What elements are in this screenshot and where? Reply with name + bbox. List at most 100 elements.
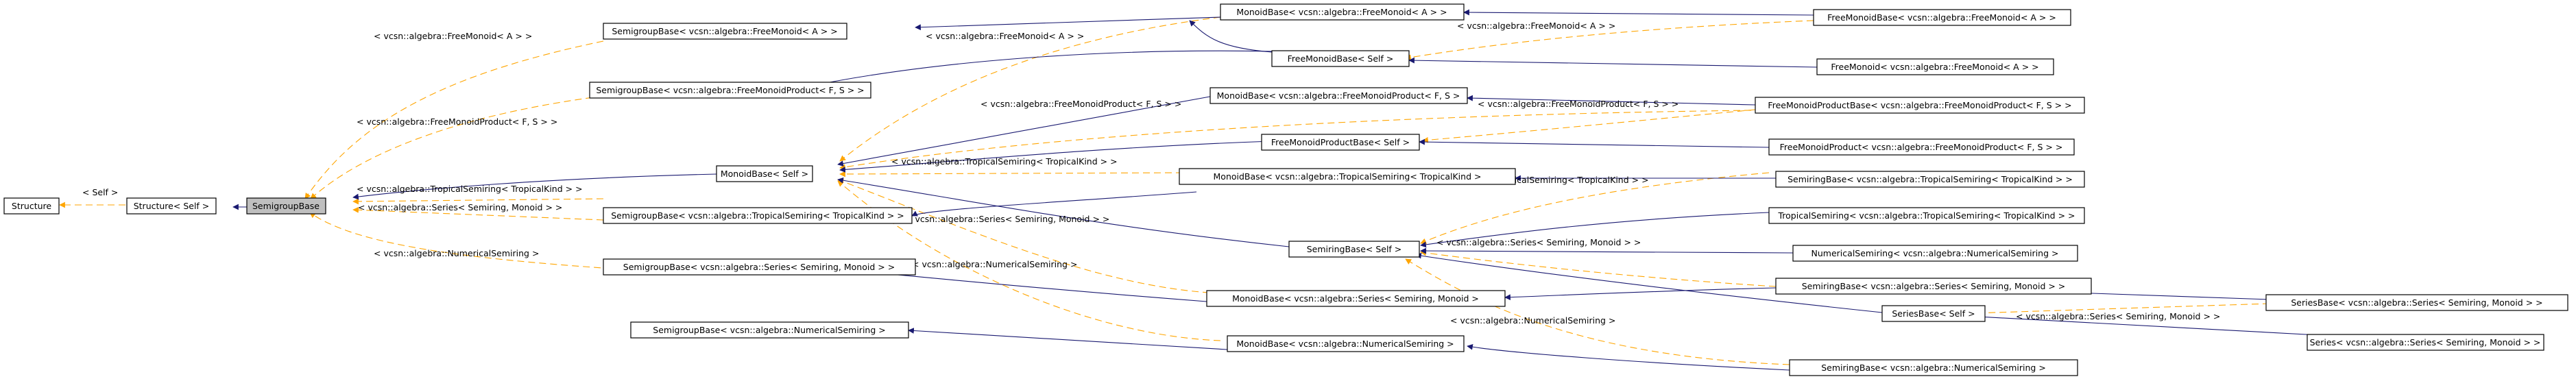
edge-label-freemonoidproduct-2: < vcsn::algebra::FreeMonoidProduct< F, S…: [980, 99, 1181, 109]
svg-text:MonoidBase< vcsn::algebra::Num: MonoidBase< vcsn::algebra::NumericalSemi…: [1236, 339, 1454, 349]
edge-mb-tropical-to-sgb-tropical: [911, 191, 1197, 217]
node-mb-freemonoid[interactable]: MonoidBase< vcsn::algebra::FreeMonoid< A…: [1220, 3, 1465, 21]
edge-labels: < Self > < vcsn::algebra::FreeMonoid< A …: [82, 21, 2220, 326]
edges: [59, 9, 2332, 371]
node-srb-tropical[interactable]: SemiringBase< vcsn::algebra::TropicalSem…: [1775, 171, 2085, 188]
edge-mb-numerical-to-monoidbase: [837, 180, 1221, 341]
edge-sgb-numerical-to-semigroupbase: [309, 212, 645, 271]
node-series[interactable]: Series< vcsn::algebra::Series< Semiring,…: [2307, 334, 2544, 351]
node-monoidbase-self[interactable]: MonoidBase< Self >: [716, 165, 813, 182]
svg-text:SemiringBase< vcsn::algebra::S: SemiringBase< vcsn::algebra::Series< Sem…: [1802, 281, 2066, 291]
svg-text:SemigroupBase: SemigroupBase: [252, 201, 320, 211]
svg-text:SemigroupBase< vcsn::algebra::: SemigroupBase< vcsn::algebra::Series< Se…: [623, 262, 895, 272]
node-sgb-tropical[interactable]: SemigroupBase< vcsn::algebra::TropicalSe…: [603, 207, 913, 224]
node-freemonoidproduct[interactable]: FreeMonoidProduct< vcsn::algebra::FreeMo…: [1768, 138, 2075, 156]
edge-freemonoid-to-freemonoidbase-self: [1408, 57, 1818, 68]
node-freemonoidbase-self[interactable]: FreeMonoidBase< Self >: [1271, 50, 1410, 67]
node-sgb-series[interactable]: SemigroupBase< vcsn::algebra::Series< Se…: [603, 258, 916, 276]
edge-label-tropical-1: < vcsn::algebra::TropicalSemiring< Tropi…: [357, 184, 583, 194]
node-structure[interactable]: Structure: [3, 197, 60, 215]
svg-text:SeriesBase< vcsn::algebra::Ser: SeriesBase< vcsn::algebra::Series< Semir…: [2291, 297, 2542, 308]
edge-sgb-freemonoid-to-semigroupbase: [304, 40, 604, 199]
node-freemonoid[interactable]: FreeMonoid< vcsn::algebra::FreeMonoid< A…: [1816, 58, 2054, 75]
edge-mb-freemonoid-to-sgb-freemonoid: [915, 16, 1221, 31]
edge-mb-freemonoidproduct-to-monoidbase: [837, 95, 1214, 167]
node-structure-self[interactable]: Structure< Self >: [126, 197, 217, 215]
edge-label-self: < Self >: [82, 187, 118, 197]
svg-text:Structure< Self >: Structure< Self >: [134, 201, 210, 211]
nodes: Structure Structure< Self > SemigroupBas…: [3, 3, 2568, 376]
edge-monoidbase-to-semigroupbase: [352, 173, 717, 200]
svg-text:SemigroupBase< vcsn::algebra::: SemigroupBase< vcsn::algebra::FreeMonoid…: [596, 85, 864, 95]
svg-text:Series< vcsn::algebra::Series<: Series< vcsn::algebra::Series< Semiring,…: [2310, 337, 2541, 347]
edge-sgb-tropical-to-semigroupbase: [352, 198, 604, 205]
node-freemonoidproductbase-self[interactable]: FreeMonoidProductBase< Self >: [1261, 134, 1420, 151]
edge-srb-series-to-semiringbase: [1420, 249, 1777, 287]
node-mb-tropical[interactable]: MonoidBase< vcsn::algebra::TropicalSemir…: [1179, 168, 1516, 185]
node-semiringbase-self[interactable]: SemiringBase< Self >: [1288, 241, 1420, 258]
edge-label-freemonoidproduct-1: < vcsn::algebra::FreeMonoidProduct< F, S…: [357, 117, 557, 127]
edge-label-numerical-3: < vcsn::algebra::NumericalSemiring >: [1450, 315, 1615, 326]
svg-text:TropicalSemiring< vcsn::algebr: TropicalSemiring< vcsn::algebra::Tropica…: [1777, 210, 2075, 221]
svg-text:SemigroupBase< vcsn::algebra::: SemigroupBase< vcsn::algebra::TropicalSe…: [611, 210, 904, 221]
node-semigroupbase[interactable]: SemigroupBase: [246, 197, 326, 215]
node-srb-numerical[interactable]: SemiringBase< vcsn::algebra::NumericalSe…: [1789, 359, 2078, 376]
edge-srb-series-to-mb-series: [1504, 287, 1777, 301]
edge-freemonoidbase-freemonoid-to-mb-freemonoid: [1463, 9, 1814, 16]
svg-text:FreeMonoidProductBase< vcsn::a: FreeMonoidProductBase< vcsn::algebra::Fr…: [1768, 100, 2071, 110]
edge-label-series-3: < vcsn::algebra::Series< Semiring, Monoi…: [1436, 237, 1641, 247]
edge-label-series-2: < vcsn::algebra::Series< Semiring, Monoi…: [905, 214, 1109, 224]
svg-text:SeriesBase< Self >: SeriesBase< Self >: [1892, 308, 1975, 319]
node-fmpb-freemonoidproduct[interactable]: FreeMonoidProductBase< vcsn::algebra::Fr…: [1755, 97, 2085, 114]
edge-label-series-4: < vcsn::algebra::Series< Semiring, Monoi…: [2016, 311, 2220, 321]
edge-tropicalsemiring-to-semiringbase: [1420, 212, 1770, 248]
edge-srb-numerical-to-mb-numerical: [1467, 343, 1790, 371]
node-seriesbase-series[interactable]: SeriesBase< vcsn::algebra::Series< Semir…: [2265, 294, 2568, 311]
svg-text:MonoidBase< vcsn::algebra::Ser: MonoidBase< vcsn::algebra::Series< Semir…: [1232, 293, 1479, 304]
edge-freemonoidproductbase-to-monoidbase: [839, 140, 1273, 173]
edge-freemonoidbase-freemonoid-to-freemonoidbase: [1405, 20, 1814, 61]
svg-text:SemiringBase< vcsn::algebra::T: SemiringBase< vcsn::algebra::TropicalSem…: [1787, 174, 2073, 184]
edge-semiringbase-self-to-monoidbase: [837, 177, 1290, 247]
edge-seriesbase-self-to-semiringbase: [1415, 252, 1883, 313]
edge-fmpb-to-mb-freemonoidproduct: [1467, 95, 1756, 106]
svg-text:FreeMonoid< vcsn::algebra::Fre: FreeMonoid< vcsn::algebra::FreeMonoid< A…: [1831, 62, 2038, 72]
node-mb-numerical[interactable]: MonoidBase< vcsn::algebra::NumericalSemi…: [1227, 335, 1465, 352]
node-srb-series[interactable]: SemiringBase< vcsn::algebra::Series< Sem…: [1775, 278, 2092, 295]
edge-freemonoidproduct-to-freemonoidproductbase: [1419, 138, 1770, 148]
node-seriesbase-self[interactable]: SeriesBase< Self >: [1881, 305, 1986, 322]
node-sgb-numerical[interactable]: SemigroupBase< vcsn::algebra::NumericalS…: [630, 321, 909, 339]
edge-sgb-series-to-semigroupbase: [352, 206, 604, 221]
node-sgb-freemonoidproduct[interactable]: SemigroupBase< vcsn::algebra::FreeMonoid…: [589, 82, 871, 99]
node-freemonoidbase-freemonoid[interactable]: FreeMonoidBase< vcsn::algebra::FreeMonoi…: [1813, 9, 2071, 26]
svg-text:Structure: Structure: [12, 201, 51, 211]
svg-text:FreeMonoidBase< vcsn::algebra:: FreeMonoidBase< vcsn::algebra::FreeMonoi…: [1827, 12, 2056, 23]
edge-label-freemonoid-3: < vcsn::algebra::FreeMonoid< A > >: [1457, 21, 1615, 31]
node-mb-freemonoidproduct[interactable]: MonoidBase< vcsn::algebra::FreeMonoidPro…: [1209, 87, 1468, 104]
svg-text:MonoidBase< vcsn::algebra::Tro: MonoidBase< vcsn::algebra::TropicalSemir…: [1214, 171, 1482, 182]
edge-mb-numerical-to-sgb-numerical: [908, 328, 1228, 350]
node-tropicalsemiring[interactable]: TropicalSemiring< vcsn::algebra::Tropica…: [1768, 207, 2085, 224]
edge-numericalsemiring-to-semiringbase: [1420, 247, 1794, 254]
svg-text:MonoidBase< vcsn::algebra::Fre: MonoidBase< vcsn::algebra::FreeMonoid< A…: [1236, 7, 1447, 17]
svg-text:MonoidBase< Self >: MonoidBase< Self >: [721, 169, 808, 179]
edge-freemonoidbase-self-to-mb-freemonoid: [1189, 20, 1273, 53]
edge-mb-tropical-to-monoidbase: [839, 171, 1183, 178]
edge-fmpb-to-freemonoidproductbase: [1422, 109, 1756, 143]
edge-freemonoidbase-self-to-sgb-freemonoidproduct: [802, 50, 1276, 90]
node-numericalsemiring[interactable]: NumericalSemiring< vcsn::algebra::Numeri…: [1792, 245, 2078, 262]
edge-label-freemonoid-1: < vcsn::algebra::FreeMonoid< A > >: [374, 31, 532, 41]
node-sgb-freemonoid[interactable]: SemigroupBase< vcsn::algebra::FreeMonoid…: [603, 23, 847, 40]
edge-seriesbase-series-to-seriesbase: [1952, 303, 2270, 317]
edge-label-tropical-2: < vcsn::algebra::TropicalSemiring< Tropi…: [891, 156, 1118, 167]
edge-label-numerical-2: < vcsn::algebra::NumericalSemiring >: [912, 259, 1077, 269]
edge-srb-numerical-to-semiringbase: [1405, 258, 1790, 365]
node-mb-series[interactable]: MonoidBase< vcsn::algebra::Series< Semir…: [1206, 290, 1506, 307]
svg-text:NumericalSemiring< vcsn::algeb: NumericalSemiring< vcsn::algebra::Numeri…: [1811, 248, 2059, 258]
edge-label-freemonoidproduct-3: < vcsn::algebra::FreeMonoidProduct< F, S…: [1478, 99, 1678, 109]
svg-text:SemiringBase< Self >: SemiringBase< Self >: [1307, 244, 1402, 254]
edge-mb-freemonoidproduct-to-monoidbase: [839, 109, 1818, 171]
edge-mb-freemonoid-to-monoidbase: [839, 16, 1221, 162]
edge-label-freemonoid-2: < vcsn::algebra::FreeMonoid< A > >: [926, 31, 1084, 41]
svg-text:FreeMonoidProduct< vcsn::algeb: FreeMonoidProduct< vcsn::algebra::FreeMo…: [1780, 142, 2063, 152]
